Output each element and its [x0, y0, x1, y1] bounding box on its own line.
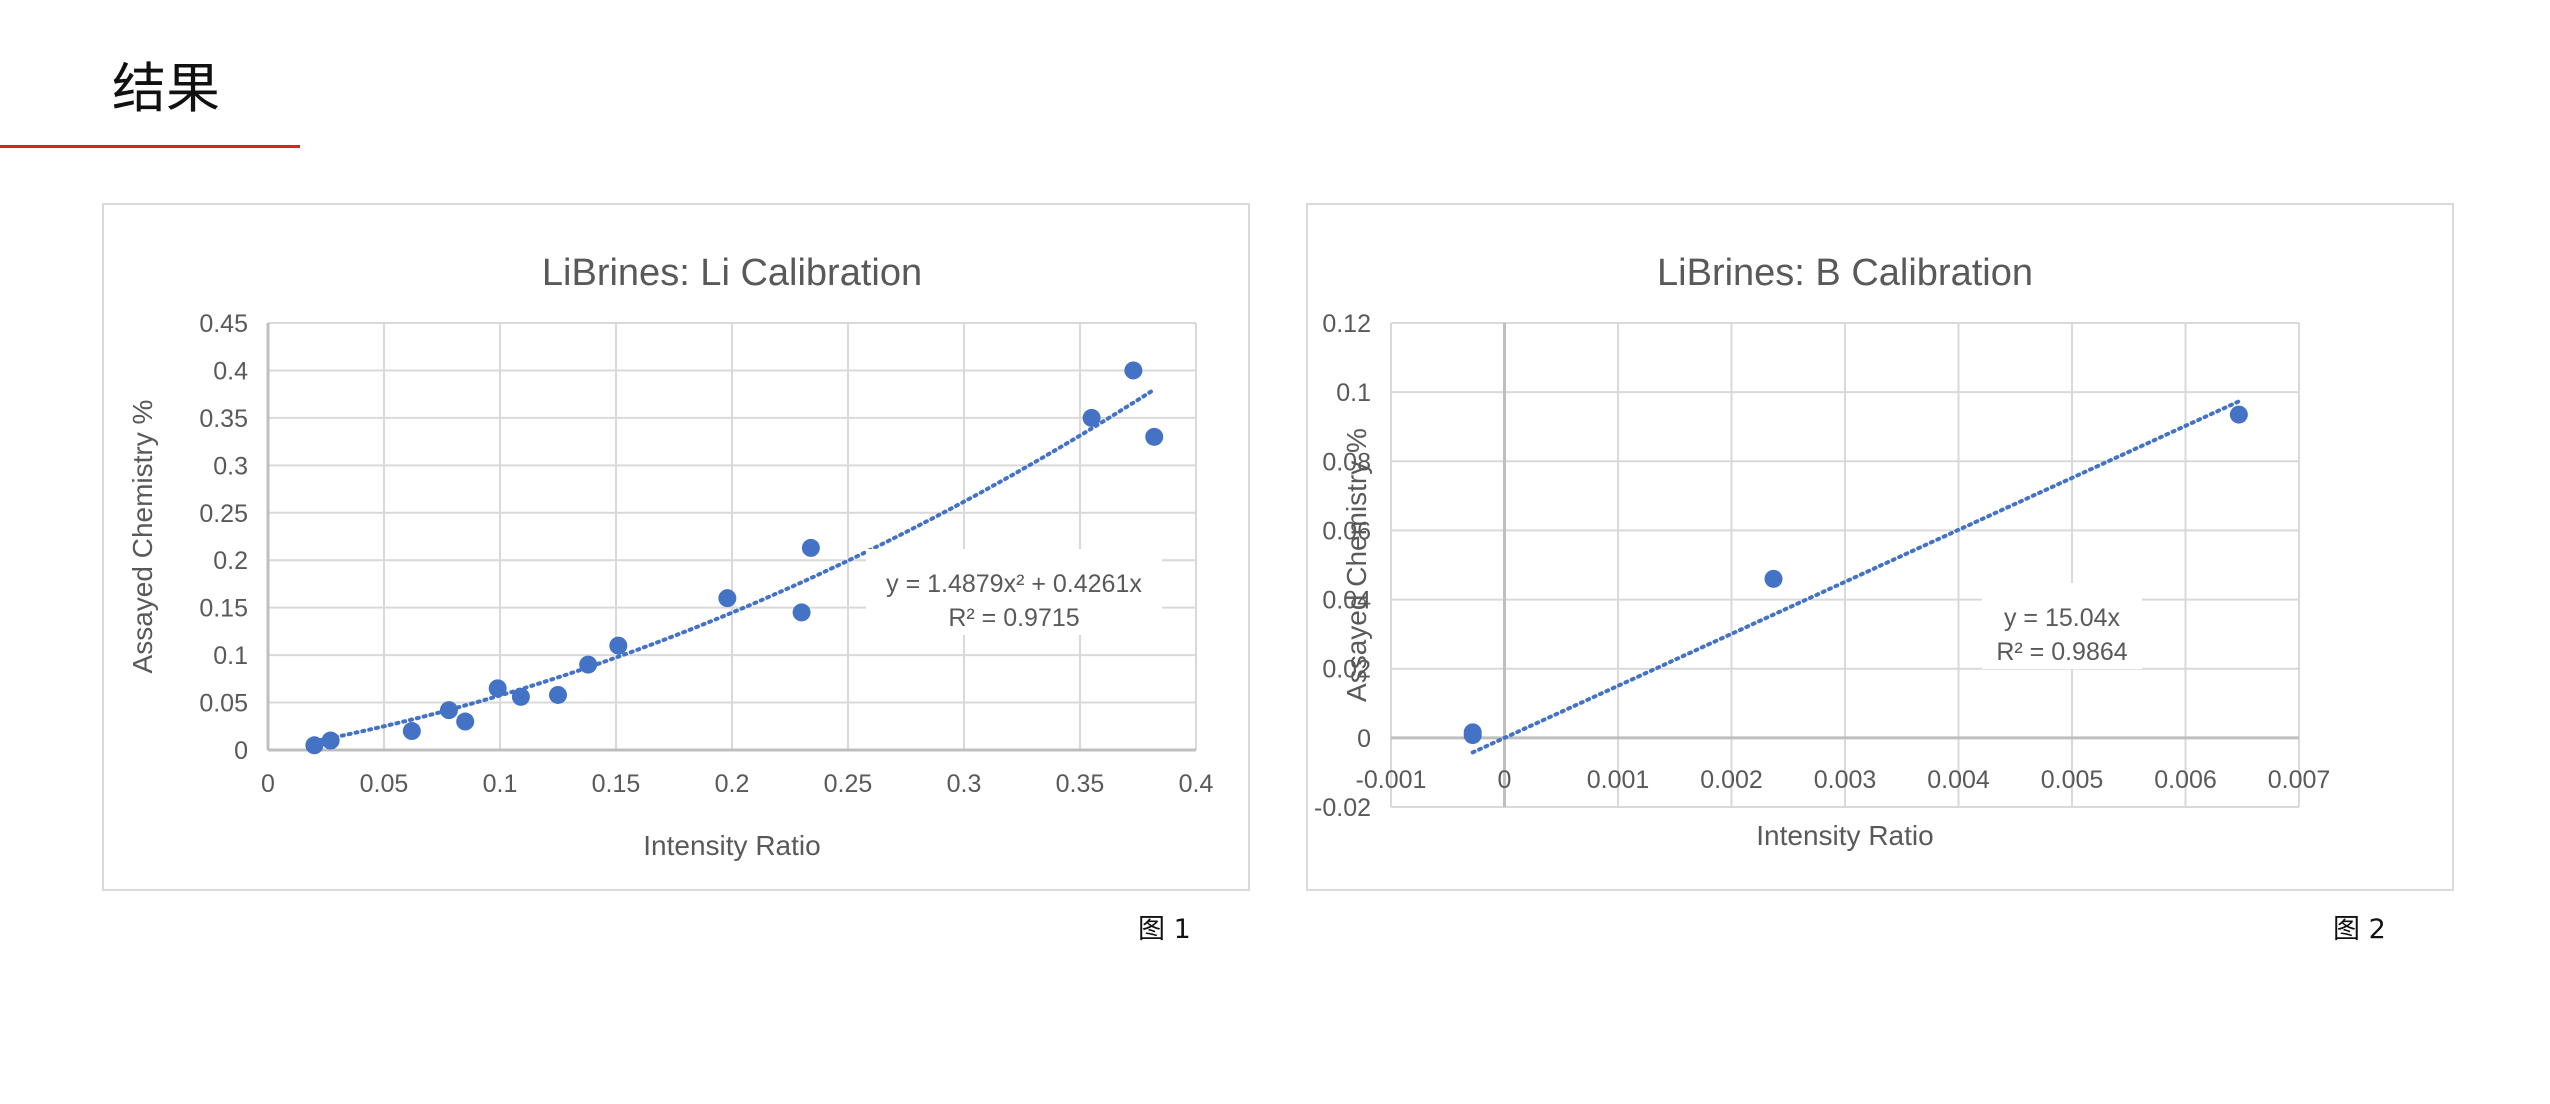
- trendline-equation: y = 1.4879x² + 0.4261x: [886, 570, 1142, 598]
- x-tick-label: 0.003: [1814, 766, 1877, 794]
- data-point: [549, 685, 567, 704]
- chart-title: LiBrines: B Calibration: [1657, 252, 2033, 294]
- trendline-label-background: [1982, 583, 2142, 669]
- data-point: [792, 603, 811, 622]
- x-tick-label: 0.25: [824, 770, 873, 798]
- b-calibration-chart: LiBrines: B Calibration -0.02 0 0.02 0.04 0.0…: [1306, 203, 2454, 891]
- y-tick-label: 0.4: [213, 357, 248, 385]
- y-tick-label: 0.1: [1336, 379, 1371, 407]
- data-point: [1082, 408, 1101, 427]
- y-tick-label: 0.12: [1322, 310, 1371, 338]
- b-calibration-plot: LiBrines: B Calibration -0.02 0 0.02 0.04 0.0…: [1314, 252, 2331, 851]
- y-tick-label: 0.02: [1322, 656, 1371, 684]
- data-point: [2229, 405, 2248, 424]
- data-point: [305, 736, 324, 755]
- x-axis-label: Intensity Ratio: [1756, 820, 1933, 851]
- y-axis-label: Assayed Chemistry %: [127, 400, 158, 674]
- y-tick-label: 0.06: [1322, 517, 1371, 545]
- y-tick-label: 0.1: [213, 642, 248, 670]
- x-tick-label: 0.4: [1179, 770, 1214, 798]
- x-tick-label: 0.007: [2268, 766, 2331, 794]
- x-tick-label: 0.3: [947, 770, 982, 798]
- li-calibration-chart: LiBrines: Li Calibration 0 0.05 0.1 0.15 0.2 0…: [102, 203, 1250, 891]
- title-underline: [0, 145, 300, 148]
- figure-2-label: 图 2: [2333, 914, 2386, 945]
- y-tick-label: -0.02: [1314, 794, 1371, 822]
- data-point: [439, 701, 458, 720]
- y-tick-label: 0: [234, 737, 248, 765]
- data-point: [1145, 427, 1164, 446]
- data-point: [402, 722, 421, 741]
- x-tick-label: 0.2: [715, 770, 750, 798]
- y-tick-label: 0.08: [1322, 448, 1371, 476]
- x-tick-label: 0.15: [592, 770, 641, 798]
- x-tick-label: 0: [1498, 766, 1512, 794]
- data-point: [609, 636, 628, 655]
- x-tick-label: 0: [261, 770, 275, 798]
- data-point: [718, 589, 737, 608]
- trendline-r-squared: R² = 0.9715: [948, 604, 1079, 632]
- y-tick-label: 0.2: [213, 547, 248, 575]
- y-tick-label: 0: [1357, 725, 1371, 753]
- data-point: [321, 731, 340, 750]
- y-axis-label: Assayed Chemistry %: [1341, 428, 1372, 702]
- x-tick-label: 0.05: [360, 770, 409, 798]
- trendline-r-squared: R² = 0.9864: [1996, 638, 2127, 666]
- data-point: [1124, 361, 1143, 380]
- data-point: [579, 655, 598, 674]
- y-tick-label: 0.35: [199, 405, 248, 433]
- x-tick-label: 0.1: [483, 770, 518, 798]
- data-point: [1463, 723, 1482, 742]
- y-tick-label: 0.05: [199, 690, 248, 718]
- x-tick-label: 0.35: [1056, 770, 1105, 798]
- data-point: [1764, 569, 1783, 588]
- x-tick-label: 0.001: [1587, 766, 1650, 794]
- trendline-equation: y = 15.04x: [2004, 604, 2121, 632]
- x-tick-label: 0.002: [1700, 766, 1763, 794]
- trendline: [1470, 399, 2241, 755]
- data-point: [456, 712, 475, 731]
- y-tick-label: 0.45: [199, 310, 248, 338]
- x-tick-label: 0.005: [2041, 766, 2104, 794]
- data-point: [511, 687, 530, 706]
- data-point: [488, 679, 507, 698]
- x-tick-label: 0.006: [2154, 766, 2217, 794]
- page-title: 结果: [112, 57, 220, 120]
- y-tick-label: 0.15: [199, 595, 248, 623]
- y-tick-label: 0.25: [199, 500, 248, 528]
- figure-1-label: 图 1: [1138, 914, 1191, 945]
- x-tick-label: -0.001: [1356, 766, 1427, 794]
- data-point: [801, 538, 820, 557]
- y-tick-label: 0.3: [213, 452, 248, 480]
- trendline-label-background: [866, 549, 1162, 635]
- x-tick-label: 0.004: [1927, 766, 1990, 794]
- y-tick-label: 0.04: [1322, 587, 1371, 615]
- chart-title: LiBrines: Li Calibration: [542, 252, 922, 294]
- x-axis-label: Intensity Ratio: [643, 830, 820, 861]
- li-calibration-plot: LiBrines: Li Calibration 0 0.05 0.1 0.15 0.2 0…: [127, 252, 1214, 861]
